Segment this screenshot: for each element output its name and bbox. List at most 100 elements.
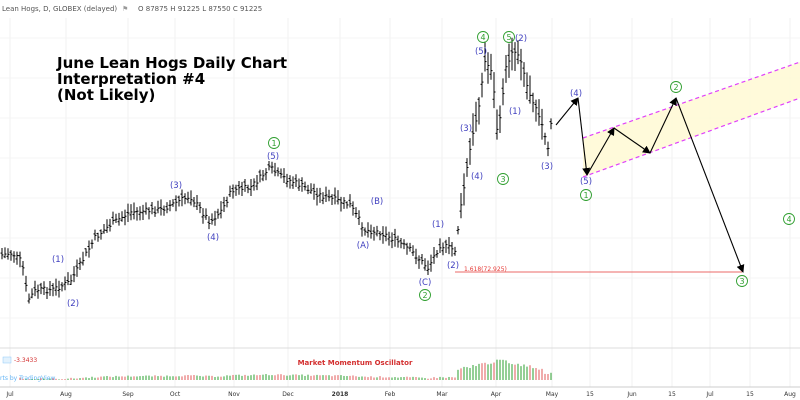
grid (0, 18, 800, 387)
x-tick-label: Apr (491, 391, 502, 398)
price-bar (84, 248, 88, 257)
symbol-label[interactable]: Lean Hogs, D, GLOBEX (delayed) (2, 5, 118, 13)
price-bar (186, 191, 190, 204)
price-bar (198, 201, 202, 214)
price-bar (498, 105, 502, 134)
fib-label: 1.618(72.925) (464, 266, 507, 273)
wave-label: (1) (509, 107, 521, 117)
wave-label: 2 (673, 83, 678, 92)
price-bar (252, 178, 256, 191)
wave-label: (B) (371, 197, 383, 207)
wave-label: 1 (583, 191, 588, 200)
projection-segment (675, 97, 745, 273)
wave-label: (4) (471, 172, 483, 182)
price-bar (531, 92, 535, 113)
price-bar (492, 72, 496, 109)
price-bar (396, 235, 400, 248)
price-bar (27, 293, 31, 304)
price-bar (333, 187, 337, 205)
price-bar (465, 158, 469, 177)
wave-circle (580, 189, 592, 201)
price-bar (6, 248, 10, 260)
price-bar (357, 210, 361, 226)
price-bar (303, 181, 307, 191)
x-tick-label: Aug (60, 391, 72, 398)
price-bar (207, 216, 211, 230)
price-bar (270, 161, 274, 174)
flag-icon[interactable]: ⚑ (122, 5, 129, 13)
price-bar (45, 287, 49, 299)
wave-label: 3 (500, 175, 505, 184)
price-bar (36, 284, 40, 299)
channel-upper-line (582, 61, 800, 139)
price-bar (393, 228, 397, 247)
wave-label: (1) (432, 220, 444, 230)
x-tick-label: Jul (705, 391, 714, 398)
price-bar (60, 282, 64, 292)
price-bar (234, 184, 238, 196)
price-bar (345, 201, 349, 209)
wave-label: (1) (52, 255, 64, 265)
price-bar (21, 260, 25, 276)
price-bar (300, 177, 304, 192)
price-bar (474, 101, 478, 132)
wave-circle (497, 173, 509, 185)
price-bar (372, 226, 376, 241)
wave-circle (503, 31, 515, 43)
price-bar (51, 283, 55, 297)
price-bar (72, 266, 76, 283)
price-bar (129, 204, 133, 221)
wave-label: (3) (460, 124, 472, 134)
price-bar (504, 55, 508, 83)
price-bar (513, 42, 517, 71)
price-bar (96, 232, 100, 242)
price-bar (522, 62, 526, 87)
price-bar (348, 194, 352, 208)
projection-segment (577, 97, 591, 176)
price-bar (408, 242, 412, 252)
price-bar (180, 189, 184, 207)
wave-label: (4) (570, 89, 582, 99)
price-bar (501, 78, 505, 106)
price-bar (279, 168, 283, 179)
price-bar (105, 219, 109, 233)
channel-fill (583, 62, 800, 177)
x-tick-label: Oct (170, 391, 181, 398)
title-line-1: June Lean Hogs Daily Chart (57, 54, 288, 72)
wave-label: 5 (506, 33, 511, 42)
x-tick-label: Dec (282, 391, 294, 398)
price-bar (291, 176, 295, 189)
price-bar (315, 187, 319, 206)
price-bar (150, 201, 154, 215)
price-bar (429, 254, 433, 272)
price-bar (222, 196, 226, 212)
x-axis: Jul Aug Sep Oct Nov Dec 2018 Feb Mar Apr May 15 Jun 1… (0, 386, 800, 398)
wave-circle (783, 213, 795, 225)
price-bar (63, 276, 67, 291)
price-bar (228, 185, 232, 197)
price-bar (90, 239, 94, 249)
price-bar (195, 194, 199, 211)
wave-label: (3) (541, 162, 553, 172)
x-tick-label: 15 (586, 391, 594, 398)
price-bar (399, 238, 403, 249)
price-bar (237, 180, 241, 195)
price-bar (69, 274, 73, 285)
price-bar (417, 255, 421, 269)
price-bar (33, 280, 37, 297)
price-bar (327, 189, 331, 202)
price-bar (273, 162, 277, 177)
price-bar (99, 229, 103, 240)
projection-segment (586, 127, 615, 176)
price-bar (201, 208, 205, 224)
price-bar (438, 238, 442, 254)
price-bar (543, 132, 547, 145)
price-bar (378, 231, 382, 241)
price-bar (312, 183, 316, 200)
price-bar (258, 169, 262, 183)
price-bar (123, 209, 127, 226)
price-bar (243, 179, 247, 192)
price-bar (489, 53, 493, 80)
price-bar (171, 199, 175, 207)
